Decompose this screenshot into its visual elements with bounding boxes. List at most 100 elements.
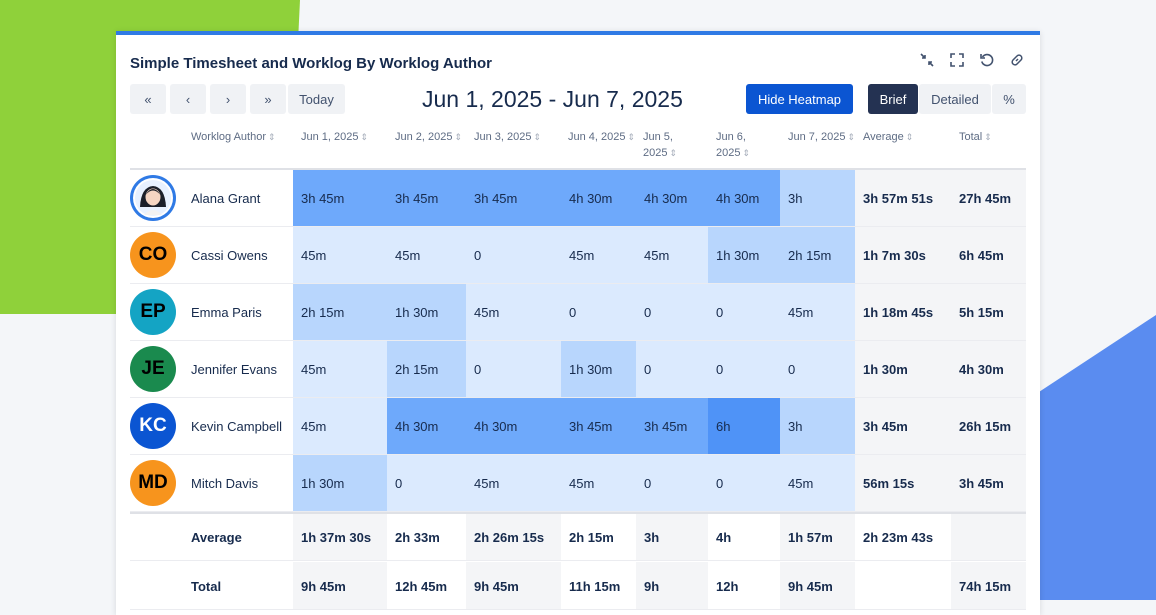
day-cell[interactable]: 4h 30m bbox=[636, 170, 708, 227]
author-name[interactable]: Mitch Davis bbox=[191, 476, 259, 491]
percent-view-toggle[interactable]: % bbox=[992, 84, 1026, 114]
day-cell[interactable]: 0 bbox=[387, 455, 466, 512]
toolbar: « ‹ › » Today Jun 1, 2025 - Jun 7, 2025 … bbox=[130, 84, 1026, 114]
total-cell: 4h 30m bbox=[951, 341, 1026, 398]
avatar: JE bbox=[130, 346, 176, 392]
column-header-total[interactable]: Total ⇕ bbox=[959, 131, 992, 143]
table-row: KC Kevin Campbell 45m 4h 30m 4h 30m 3h 45m 3h … bbox=[130, 398, 1026, 455]
average-cell: 3h 45m bbox=[855, 398, 951, 455]
column-header-day[interactable]: Jun 4, 2025 ⇕ bbox=[568, 131, 636, 143]
day-cell[interactable]: 4h 30m bbox=[387, 398, 466, 455]
day-cell[interactable]: 45m bbox=[293, 398, 387, 455]
summary-cell: 9h bbox=[636, 562, 708, 610]
day-cell[interactable]: 6h bbox=[708, 398, 780, 455]
day-cell[interactable]: 0 bbox=[636, 455, 708, 512]
column-header-author[interactable]: Worklog Author ⇕ bbox=[191, 131, 276, 143]
day-cell[interactable]: 3h 45m bbox=[636, 398, 708, 455]
timesheet-card: Simple Timesheet and Worklog By Worklog … bbox=[116, 31, 1040, 615]
day-cell[interactable]: 45m bbox=[387, 227, 466, 284]
day-cell[interactable]: 0 bbox=[636, 341, 708, 398]
day-cell[interactable]: 3h 45m bbox=[387, 170, 466, 227]
summary-cell: 3h bbox=[636, 514, 708, 561]
detailed-view-toggle[interactable]: Detailed bbox=[919, 84, 991, 114]
previous-week-button[interactable]: ‹ bbox=[170, 84, 206, 114]
avatar-initials: CO bbox=[138, 244, 168, 265]
day-cell[interactable]: 0 bbox=[466, 341, 561, 398]
day-cell[interactable]: 3h bbox=[780, 170, 855, 227]
average-cell: 1h 30m bbox=[855, 341, 951, 398]
day-cell[interactable]: 45m bbox=[636, 227, 708, 284]
day-cell[interactable]: 0 bbox=[466, 227, 561, 284]
row-divider bbox=[130, 609, 1026, 610]
summary-cell: 9h 45m bbox=[780, 562, 855, 610]
author-name[interactable]: Kevin Campbell bbox=[191, 419, 283, 434]
day-cell[interactable]: 0 bbox=[636, 284, 708, 341]
day-cell[interactable]: 45m bbox=[561, 455, 636, 512]
day-cell[interactable]: 0 bbox=[708, 341, 780, 398]
brief-view-toggle[interactable]: Brief bbox=[868, 84, 918, 114]
author-name[interactable]: Cassi Owens bbox=[191, 248, 268, 263]
header-actions bbox=[918, 51, 1026, 69]
day-cell[interactable]: 3h 45m bbox=[293, 170, 387, 227]
total-cell: 27h 45m bbox=[951, 170, 1026, 227]
column-header-day[interactable]: Jun 6, 2025 ⇕ bbox=[716, 131, 751, 159]
today-button[interactable]: Today bbox=[288, 84, 345, 114]
day-cell[interactable]: 1h 30m bbox=[387, 284, 466, 341]
day-cell[interactable]: 3h 45m bbox=[561, 398, 636, 455]
link-icon[interactable] bbox=[1008, 51, 1026, 69]
day-cell[interactable]: 1h 30m bbox=[293, 455, 387, 512]
day-cell[interactable]: 4h 30m bbox=[561, 170, 636, 227]
day-cell[interactable]: 3h bbox=[780, 398, 855, 455]
day-cell[interactable]: 0 bbox=[780, 341, 855, 398]
first-week-button[interactable]: « bbox=[130, 84, 166, 114]
refresh-icon[interactable] bbox=[978, 51, 996, 69]
day-cell[interactable]: 1h 30m bbox=[561, 341, 636, 398]
day-cell[interactable]: 45m bbox=[780, 284, 855, 341]
day-cell[interactable]: 45m bbox=[466, 284, 561, 341]
day-cell[interactable]: 45m bbox=[561, 227, 636, 284]
column-header-day[interactable]: Jun 7, 2025 ⇕ bbox=[788, 131, 856, 143]
card-title: Simple Timesheet and Worklog By Worklog … bbox=[130, 55, 492, 72]
next-week-button[interactable]: › bbox=[210, 84, 246, 114]
summary-cell: 12h 45m bbox=[395, 578, 448, 594]
summary-label: Total bbox=[191, 578, 222, 594]
author-name[interactable]: Alana Grant bbox=[191, 191, 261, 206]
summary-cell: 2h 26m 15s bbox=[466, 514, 561, 561]
day-cell[interactable]: 45m bbox=[293, 227, 387, 284]
day-cell[interactable]: 1h 30m bbox=[708, 227, 780, 284]
day-cell[interactable]: 4h 30m bbox=[466, 398, 561, 455]
last-week-button[interactable]: » bbox=[250, 84, 286, 114]
day-cell[interactable]: 0 bbox=[708, 284, 780, 341]
total-cell: 3h 45m bbox=[951, 455, 1026, 512]
row-divider bbox=[130, 226, 1026, 227]
table-row: JE Jennifer Evans 45m 2h 15m 0 1h 30m 0 0 0 1h 30… bbox=[130, 341, 1026, 398]
author-name[interactable]: Jennifer Evans bbox=[191, 362, 277, 377]
column-header-day[interactable]: Jun 3, 2025 ⇕ bbox=[474, 131, 542, 143]
summary-cell bbox=[951, 514, 1026, 561]
day-cell[interactable]: 0 bbox=[708, 455, 780, 512]
hide-heatmap-button[interactable]: Hide Heatmap bbox=[746, 84, 853, 114]
day-cell[interactable]: 45m bbox=[780, 455, 855, 512]
day-cell[interactable]: 2h 15m bbox=[387, 341, 466, 398]
column-header-day[interactable]: Jun 2, 2025 ⇕ bbox=[395, 131, 463, 143]
day-cell[interactable]: 4h 30m bbox=[708, 170, 780, 227]
fullscreen-icon[interactable] bbox=[948, 51, 966, 69]
day-cell[interactable]: 2h 15m bbox=[780, 227, 855, 284]
person-avatar-icon bbox=[133, 178, 173, 218]
author-name[interactable]: Emma Paris bbox=[191, 305, 262, 320]
table-row: Alana Grant 3h 45m 3h 45m 3h 45m 4h 30m 4h 30… bbox=[130, 170, 1026, 227]
day-cell[interactable]: 45m bbox=[466, 455, 561, 512]
column-header-average[interactable]: Average ⇕ bbox=[863, 131, 914, 143]
collapse-icon[interactable] bbox=[918, 51, 936, 69]
day-cell[interactable]: 2h 15m bbox=[293, 284, 387, 341]
avatar-initials: MD bbox=[138, 472, 168, 493]
column-header-day[interactable]: Jun 1, 2025 ⇕ bbox=[301, 131, 369, 143]
summary-cell: 9h 45m bbox=[466, 562, 561, 610]
day-cell[interactable]: 0 bbox=[561, 284, 636, 341]
row-divider bbox=[130, 283, 1026, 284]
column-header-day[interactable]: Jun 5, 2025 ⇕ bbox=[643, 131, 678, 159]
day-cell[interactable]: 3h 45m bbox=[466, 170, 561, 227]
table-row: MD Mitch Davis 1h 30m 0 45m 45m 0 0 45m 56m 15s 3h… bbox=[130, 455, 1026, 512]
day-cell[interactable]: 45m bbox=[293, 341, 387, 398]
avatar-initials: JE bbox=[141, 358, 165, 379]
